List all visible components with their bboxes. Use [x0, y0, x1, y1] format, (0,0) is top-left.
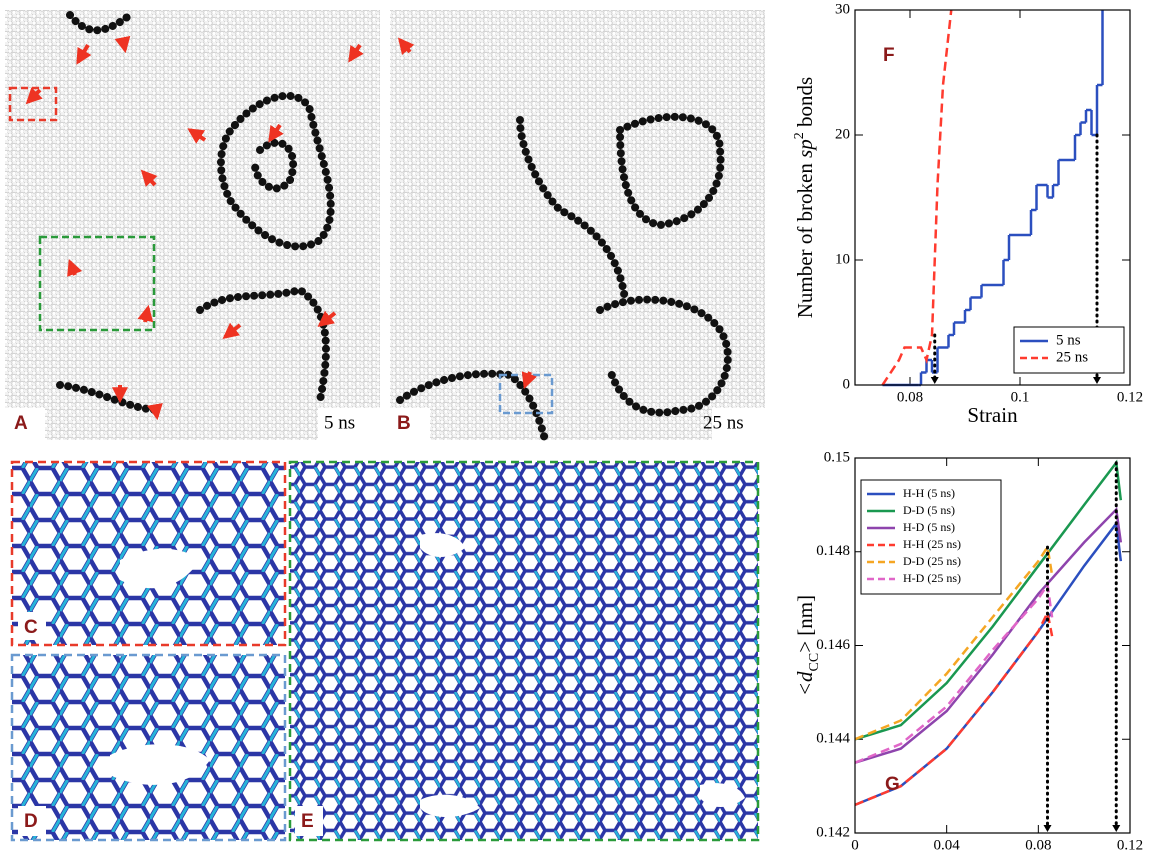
panel-d: D [10, 653, 287, 842]
atom-lattice [5, 10, 380, 440]
arrow-head [1043, 825, 1052, 832]
panel-label: B [397, 413, 411, 434]
panel-label: F [883, 45, 895, 66]
legend-label: 25 ns [1056, 349, 1088, 365]
chart: 0.08 0.1 0.12 0 10 20 30 Strain Number of broken… [792, 1, 1143, 426]
panel-a: A 5 ns [5, 10, 380, 440]
legend-label: 5 ns [1056, 332, 1081, 348]
x-axis-label: Strain [967, 403, 1018, 427]
defect-arrows [25, 35, 364, 421]
y-axis-label-part: <d [793, 671, 817, 696]
y-tick-label: 0.144 [816, 731, 850, 747]
legend-box [1013, 326, 1125, 374]
y-axis-label-part: Number of broken [793, 158, 817, 318]
y-axis-label-part: bonds [793, 77, 817, 132]
x-tick-label: 0.12 [1117, 389, 1143, 405]
series-line [854, 543, 1054, 741]
legend-label: H-H (25 ns) [903, 537, 961, 551]
x-tick-label: 0.04 [934, 837, 961, 853]
panel-label: C [24, 617, 38, 638]
time-label: 25 ns [703, 412, 744, 433]
y-tick-label: 0.142 [816, 824, 850, 840]
legend-label: H-D (25 ns) [903, 571, 961, 585]
x-tick-label: 0.08 [897, 389, 923, 405]
panel-label: A [14, 413, 28, 434]
legend-label: D-D (5 ns) [903, 503, 955, 517]
legend-label: D-D (25 ns) [903, 554, 961, 568]
panel-c: C [10, 460, 287, 647]
y-tick-label: 0.146 [816, 637, 850, 653]
y-axis-label: Number of broken sp2 bonds [792, 77, 817, 319]
defect-chains [396, 112, 732, 444]
series-line [854, 608, 1054, 807]
legend-box [860, 479, 1002, 595]
y-axis-label-part: CC [807, 653, 822, 672]
y-tick-label: 0.148 [816, 543, 850, 559]
panel-label: E [301, 811, 314, 832]
panel-e: E [288, 460, 760, 842]
y-axis-label: <dCC> [nm] [793, 595, 822, 696]
x-tick-label: 0 [851, 837, 859, 853]
chart: 00.040.080.120.1420.1440.1460.1480.15Str… [793, 449, 1143, 858]
panel-label: D [24, 811, 38, 832]
x-tick-label: 0.08 [1025, 837, 1051, 853]
y-axis-label-part: sp [793, 139, 817, 158]
x-tick-label: 0.12 [1117, 837, 1143, 853]
y-tick-label: 20 [835, 126, 850, 142]
y-tick-label: 0.15 [824, 449, 850, 465]
legend-label: H-H (5 ns) [903, 486, 955, 500]
plot-frame [854, 457, 1131, 834]
x-tick-label: 0.1 [1011, 389, 1030, 405]
series-line [854, 459, 1123, 741]
panel-label: G [885, 774, 900, 795]
y-axis-label-part: > [nm] [793, 595, 817, 653]
plot-area [881, 9, 1104, 387]
y-tick-label: 30 [835, 1, 850, 17]
arrow-head [1112, 825, 1121, 832]
time-label: 5 ns [324, 412, 355, 433]
arrow-head [1093, 377, 1101, 384]
arrow-head [930, 377, 939, 384]
legend: H-H (5 ns) D-D (5 ns) H-D (5 ns) H-H (25 ns… [860, 479, 1002, 595]
legend-label: H-D (5 ns) [903, 520, 955, 534]
plot-frame [854, 9, 1131, 386]
series-line [881, 9, 953, 386]
panel-b: B 25 ns [390, 10, 765, 444]
y-tick-label: 10 [835, 251, 850, 267]
y-tick-label: 0 [843, 376, 851, 392]
atom-lattice [390, 10, 765, 440]
y-axis-label-part: 2 [792, 132, 807, 139]
